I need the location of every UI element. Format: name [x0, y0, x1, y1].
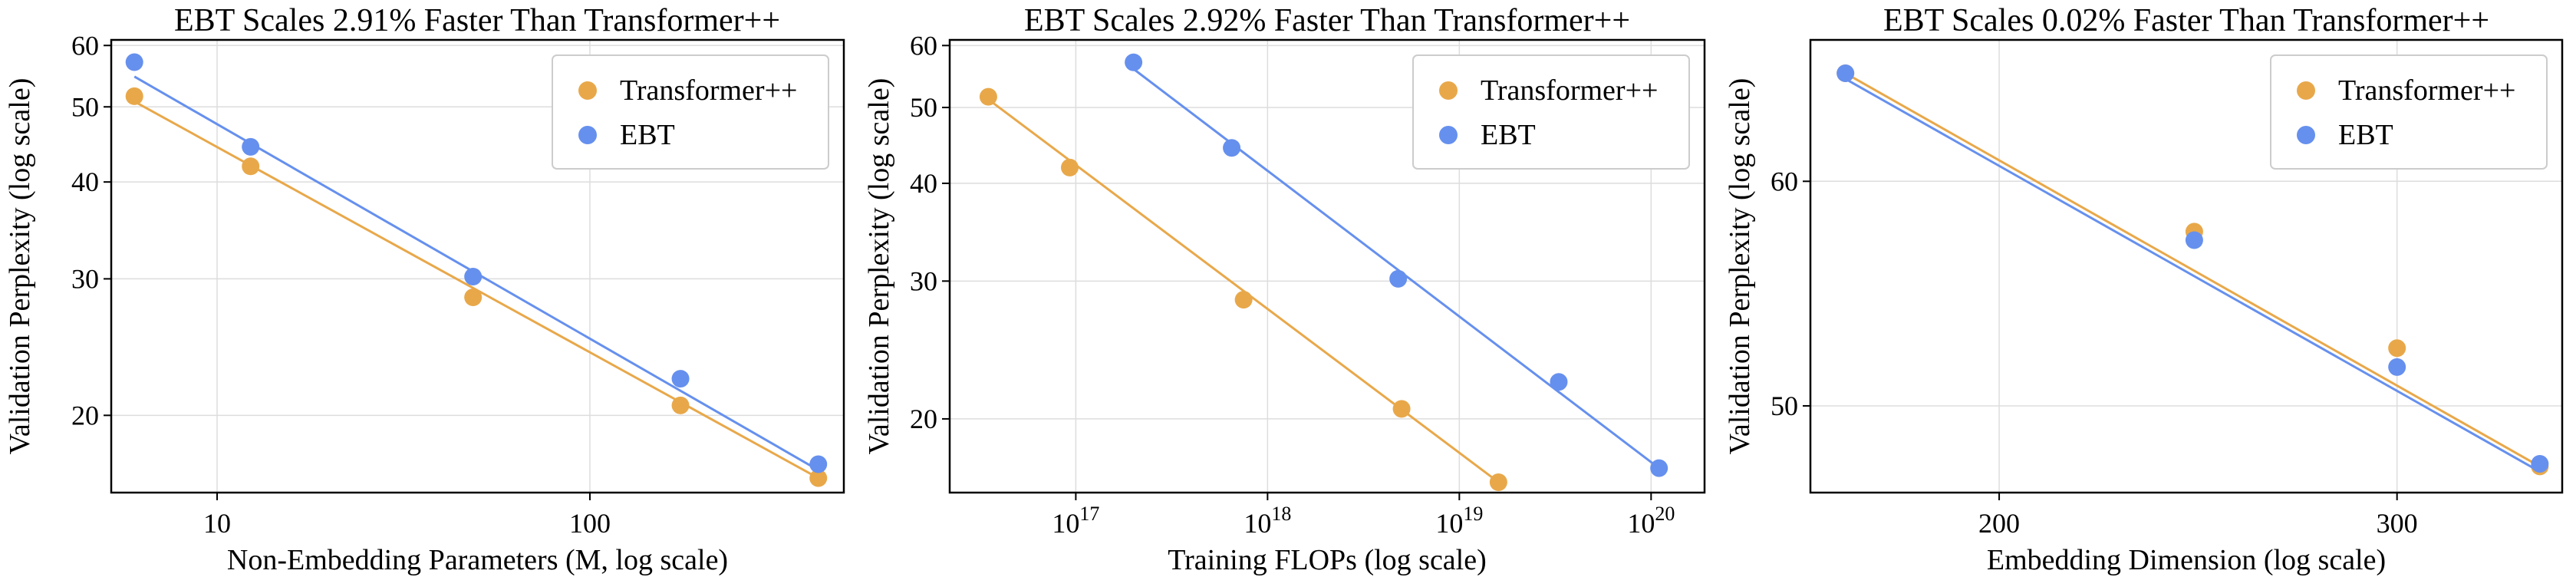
- legend-marker: [2297, 81, 2315, 100]
- chart-title: EBT Scales 0.02% Faster Than Transformer…: [1883, 3, 2489, 38]
- data-point-transformer: [1061, 158, 1079, 176]
- data-point-transformer: [464, 288, 483, 306]
- x-tick-label: 200: [1978, 508, 2020, 539]
- legend: Transformer++ EBT: [552, 54, 829, 170]
- y-tick-label: 50: [1771, 391, 1798, 421]
- data-point-ebt: [1650, 459, 1668, 477]
- data-point-ebt: [671, 370, 690, 388]
- plot-frame: [1809, 38, 2564, 494]
- y-axis-label: Validation Perplexity (log scale): [4, 78, 36, 455]
- x-tick-label: 1018: [1244, 503, 1291, 539]
- y-tick-label: 60: [71, 30, 99, 61]
- fit-line-ebt: [1844, 77, 2541, 473]
- y-tick-label: 40: [71, 167, 99, 197]
- y-tick-label: 20: [910, 404, 937, 434]
- chart-panel-3: 200 300 50 60 EBT Scales 0.02% Faster Than T…: [1724, 3, 2564, 576]
- legend-label: EBT: [620, 119, 675, 151]
- fit-line-transformer: [1844, 72, 2541, 468]
- data-point-ebt: [242, 137, 260, 156]
- y-tick-label: 50: [71, 91, 99, 122]
- x-tick-exponent: 19: [1463, 503, 1483, 525]
- legend-marker: [578, 81, 597, 100]
- x-tick-label: 1017: [1052, 503, 1099, 539]
- x-tick-exponent: 20: [1655, 503, 1675, 525]
- y-tick-label: 40: [910, 168, 937, 199]
- data-point-ebt: [1125, 53, 1143, 71]
- x-tick-base: 10: [1627, 508, 1655, 539]
- chart-panel-1: 10 100 20 30 40 50 60 EBT Scales 2.91% Faster T…: [4, 3, 845, 576]
- x-tick-exponent: 18: [1271, 503, 1291, 525]
- y-tick-label: 60: [1771, 166, 1798, 196]
- fit-line-ebt: [1132, 68, 1660, 470]
- data-point-transformer: [809, 469, 828, 487]
- y-tick-label: 30: [910, 265, 937, 296]
- x-axis-label: Training FLOPs (log scale): [1168, 544, 1487, 576]
- x-axis-label: Embedding Dimension (log scale): [1987, 544, 2386, 576]
- legend-label: EBT: [2338, 119, 2393, 151]
- x-tick-label: 1020: [1627, 503, 1675, 539]
- y-axis-label: Validation Perplexity (log scale): [1724, 78, 1756, 455]
- y-tick-label: 60: [910, 30, 937, 61]
- chart-title: EBT Scales 2.92% Faster Than Transformer…: [1024, 3, 1630, 38]
- chart-title: EBT Scales 2.91% Faster Than Transformer…: [174, 3, 780, 38]
- x-tick-base: 10: [1052, 508, 1079, 539]
- x-tick-exponent: 17: [1079, 503, 1099, 525]
- x-axis-label: Non-Embedding Parameters (M, log scale): [227, 544, 728, 576]
- x-tick-base: 10: [1244, 508, 1271, 539]
- y-tick-label: 50: [910, 92, 937, 123]
- data-point-transformer: [671, 396, 690, 414]
- data-point-ebt: [1836, 64, 1855, 83]
- data-point-transformer: [1234, 291, 1253, 309]
- data-point-ebt: [809, 455, 828, 473]
- x-tick-label: 100: [569, 508, 611, 539]
- legend-label: EBT: [1481, 119, 1536, 151]
- y-tick-label: 20: [71, 400, 99, 430]
- x-tick-label: 300: [2377, 508, 2418, 539]
- data-point-ebt: [125, 53, 143, 71]
- legend-marker: [1439, 81, 1458, 100]
- data-point-ebt: [2531, 455, 2549, 473]
- plot-frame: [948, 38, 1706, 494]
- legend-label: Transformer++: [620, 74, 797, 107]
- data-point-transformer: [1392, 400, 1411, 418]
- data-point-transformer: [2388, 339, 2406, 358]
- data-point-transformer: [242, 157, 260, 176]
- y-tick-label: 30: [71, 263, 99, 294]
- x-tick-label: 10: [203, 508, 231, 539]
- data-point-ebt: [464, 267, 483, 285]
- legend-marker: [578, 126, 597, 144]
- data-point-transformer: [125, 87, 143, 105]
- legend-frame: [2270, 54, 2548, 170]
- legend-frame: [552, 54, 829, 170]
- legend: Transformer++ EBT: [2270, 54, 2548, 170]
- y-axis-label: Validation Perplexity (log scale): [863, 78, 895, 455]
- legend-marker: [2297, 126, 2315, 144]
- data-point-ebt: [1223, 139, 1241, 157]
- plot-frame: [110, 38, 845, 494]
- data-point-transformer: [1489, 473, 1507, 491]
- data-point-ebt: [1550, 373, 1568, 391]
- legend-label: Transformer++: [1481, 74, 1658, 107]
- legend-frame: [1412, 54, 1690, 170]
- data-point-ebt: [2388, 358, 2406, 376]
- legend-marker: [1439, 126, 1458, 144]
- legend-label: Transformer++: [2338, 74, 2515, 107]
- data-point-ebt: [1389, 269, 1408, 288]
- x-tick-base: 10: [1435, 508, 1463, 539]
- data-point-ebt: [2185, 231, 2203, 249]
- legend: Transformer++ EBT: [1412, 54, 1690, 170]
- data-point-transformer: [979, 87, 997, 106]
- x-tick-label: 1019: [1435, 503, 1483, 539]
